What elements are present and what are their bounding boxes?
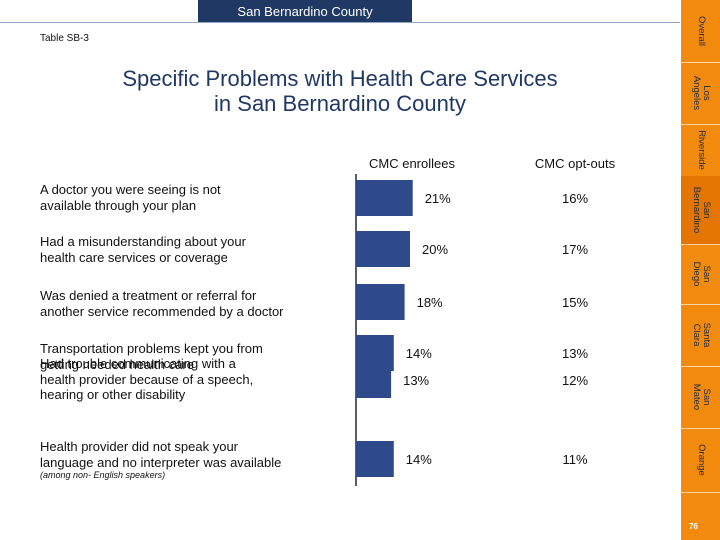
sidebar-tab-los-angeles[interactable]: Los Angeles <box>681 62 720 125</box>
row-label-6-line-2: language and no interpreter was availabl… <box>40 454 282 470</box>
row-label-1: A doctor you were seeing is not availabl… <box>40 182 340 213</box>
row-label-1-line-2: available through your plan <box>40 197 197 213</box>
row-label-2-line-2: health care services or coverage <box>40 249 228 265</box>
row-label-6-line-1: Health provider did not speak your <box>40 439 239 454</box>
county-banner: San Bernardino County <box>198 0 412 22</box>
row-label-6: Health provider did not speak your langu… <box>40 439 340 470</box>
row-label-5-line-1: Had trouble communicating with a <box>40 356 236 371</box>
enrollee-value-label-2: 20% <box>422 242 448 257</box>
row-label-3: Was denied a treatment or referral for a… <box>40 288 340 319</box>
sidebar-tab-overall[interactable]: Overall <box>681 0 720 63</box>
sidebar-tab-san-bernardino[interactable]: San Bernardino <box>681 176 720 245</box>
optout-value-label-2: 17% <box>562 242 588 257</box>
optout-value-label-6: 11% <box>562 452 587 467</box>
county-sidebar: Overall Los Angeles Riverside San Bernar… <box>681 0 720 540</box>
row-label-5-line-3: hearing or other disability <box>40 387 186 402</box>
title-line-2: in San Bernardino County <box>214 91 466 116</box>
row-label-4-line-2: getting needed health care <box>40 356 194 372</box>
sidebar-tab-orange[interactable]: Orange <box>681 428 720 493</box>
enrollee-bar-2 <box>356 231 410 267</box>
sidebar-tab-riverside[interactable]: Riverside <box>681 124 720 177</box>
column-header-enrollees: CMC enrollees <box>369 156 455 171</box>
optout-value-label-3: 15% <box>562 295 588 310</box>
enrollee-bar-5 <box>356 362 392 398</box>
sidebar-tab-santa-clara-label: Santa Clara <box>690 322 712 348</box>
row-label-1-line-1: A doctor you were seeing is not <box>40 182 221 197</box>
enrollee-bar-3 <box>356 284 405 320</box>
footnote: (among non- English speakers) <box>40 470 166 480</box>
header-rule <box>0 22 680 23</box>
sidebar-tab-los-angeles-label: Los Angeles <box>690 75 712 111</box>
sidebar-tab-orange-label: Orange <box>695 444 707 476</box>
row-label-4: Transportation problems kept you from ge… <box>40 341 340 372</box>
title-line-1: Specific Problems with Health Care Servi… <box>122 66 558 91</box>
enrollee-bar-6 <box>356 441 394 477</box>
row-label-5: Had trouble communicating with a health … <box>40 356 340 403</box>
sidebar-tab-san-diego-label: San Diego <box>690 261 712 287</box>
sidebar-tab-san-bernardino-label: San Bernardino <box>690 186 712 234</box>
enrollee-value-label-3: 18% <box>417 295 443 310</box>
page-title: Specific Problems with Health Care Servi… <box>60 66 620 116</box>
enrollee-value-label-1: 21% <box>425 191 451 206</box>
sidebar-tab-riverside-label: Riverside <box>695 130 707 170</box>
row-label-5-line-2: health provider because of a speech, <box>40 371 254 387</box>
page-number: 76 <box>689 522 698 531</box>
sidebar-tab-san-mateo[interactable]: San Mateo <box>681 366 720 429</box>
optout-value-label-5: 12% <box>562 373 588 388</box>
enrollee-bar-1 <box>356 180 413 216</box>
enrollee-value-label-5: 13% <box>403 373 429 388</box>
table-label: Table SB-3 <box>40 33 89 44</box>
enrollee-value-label-6: 14% <box>406 452 432 467</box>
row-label-3-line-2: another service recommended by a doctor <box>40 303 284 319</box>
enrollee-value-label-4: 14% <box>406 346 432 361</box>
row-label-2-line-1: Had a misunderstanding about your <box>40 234 246 249</box>
optout-value-label-1: 16% <box>562 191 588 206</box>
row-label-4-line-1: Transportation problems kept you from <box>40 341 263 356</box>
row-label-3-line-1: Was denied a treatment or referral for <box>40 288 257 303</box>
row-label-2: Had a misunderstanding about your health… <box>40 234 340 265</box>
bar-chart: 21% 16% 20% 17% 18% 15% 14% 13% 13% 12% 14% 11% <box>355 174 588 486</box>
optout-value-label-4: 13% <box>562 346 588 361</box>
column-header-optouts: CMC opt-outs <box>534 156 616 171</box>
sidebar-tab-santa-clara[interactable]: Santa Clara <box>681 304 720 367</box>
sidebar-tab-overall-label: Overall <box>695 15 707 47</box>
sidebar-tab-san-mateo-label: San Mateo <box>690 383 712 411</box>
sidebar-tab-san-diego[interactable]: San Diego <box>681 244 720 305</box>
